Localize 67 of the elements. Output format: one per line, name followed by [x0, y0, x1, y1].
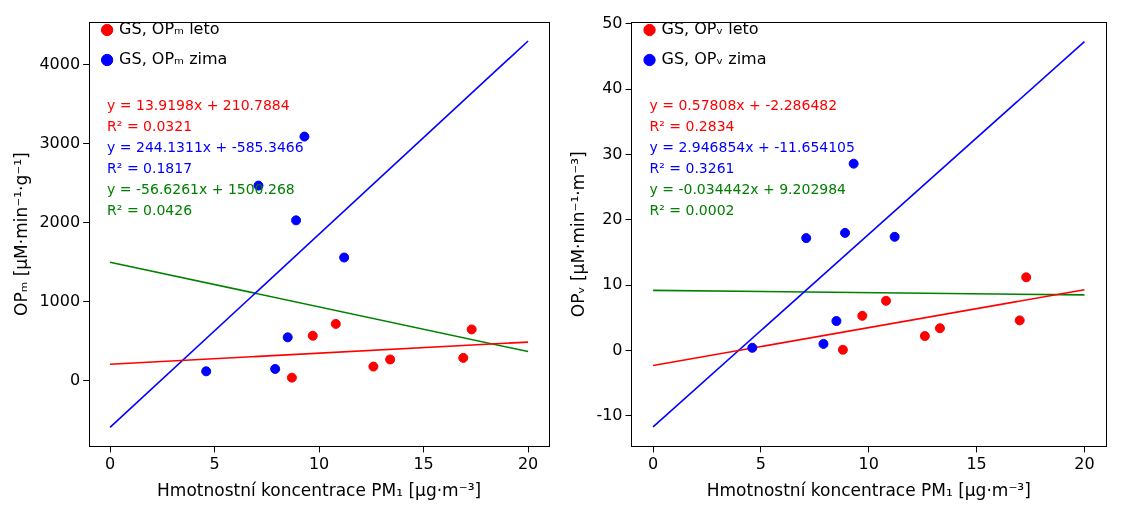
legend-label: GS, OPᵥ zima [661, 49, 767, 69]
point [282, 332, 293, 343]
y-tick-label: 0 [69, 369, 81, 389]
annotation: y = 2.946854x + -11.654105 [649, 138, 855, 155]
point [818, 338, 829, 349]
point [747, 342, 758, 353]
point [299, 131, 310, 142]
point [801, 233, 812, 244]
annotation: R² = 0.0002 [649, 201, 735, 218]
point [339, 252, 350, 263]
point [857, 310, 868, 321]
annotation: y = 244.1311x + -585.3466 [107, 138, 304, 155]
annotation: y = -0.034442x + 9.202984 [649, 180, 847, 197]
y-tick-label: 1000 [39, 290, 81, 310]
point [840, 227, 851, 238]
y-tick-label: -10 [596, 404, 623, 424]
annotation: R² = 0.3261 [649, 159, 735, 176]
point [881, 295, 892, 306]
y-tick-label: 30 [602, 143, 623, 163]
annotation: y = 0.57808x + -2.286482 [649, 96, 838, 113]
point [270, 363, 281, 374]
annotation: y = -56.6261x + 1500.268 [107, 180, 295, 197]
x-axis-title: Hmotnostní koncentrace PM₁ [µg·m⁻³] [157, 480, 482, 501]
point [466, 324, 477, 335]
x-tick-label: 0 [648, 454, 659, 474]
point [848, 158, 859, 169]
point [286, 372, 297, 383]
point [307, 330, 318, 341]
point [201, 366, 212, 377]
x-tick-label: 5 [755, 454, 767, 474]
point [1014, 315, 1025, 326]
point [919, 331, 930, 342]
y-tick-label: 40 [602, 78, 623, 98]
annotation: R² = 0.0426 [107, 201, 193, 218]
y-tick-label: 3000 [39, 132, 81, 152]
annotation: R² = 0.2834 [649, 117, 735, 134]
x-tick-label: 10 [858, 454, 879, 474]
annotation: R² = 0.1817 [107, 159, 193, 176]
y-tick-label: 2000 [39, 211, 81, 231]
annotation: R² = 0.0321 [107, 117, 193, 134]
x-tick-label: 20 [1074, 454, 1095, 474]
point [889, 231, 900, 242]
y-axis-title: OPᵥ [µM·min⁻¹·m⁻³] [567, 151, 588, 318]
legend-label: GS, OPₘ zima [119, 49, 228, 69]
point [831, 316, 842, 327]
y-axis-title: OPₘ [µM·min⁻¹·g⁻¹] [10, 152, 31, 316]
point [934, 323, 945, 334]
point [291, 215, 302, 226]
x-axis-title: Hmotnostní koncentrace PM₁ [µg·m⁻³] [706, 480, 1031, 501]
point [837, 344, 848, 355]
x-tick-label: 5 [209, 454, 220, 474]
y-tick-label: 10 [602, 274, 623, 294]
x-tick-label: 15 [413, 454, 434, 474]
x-tick-label: 15 [966, 454, 987, 474]
point [385, 354, 396, 365]
point [1021, 272, 1032, 283]
x-tick-label: 0 [104, 454, 116, 474]
point [368, 361, 379, 372]
point [458, 352, 469, 363]
y-tick-label: 20 [602, 208, 623, 228]
y-tick-label: 4000 [39, 53, 81, 73]
y-tick-label: 50 [602, 13, 623, 33]
x-tick-label: 20 [517, 454, 539, 474]
x-tick-label: 10 [308, 454, 330, 474]
point [330, 318, 341, 329]
y-tick-label: 0 [612, 339, 623, 359]
annotation: y = 13.9198x + 210.7884 [107, 96, 290, 113]
